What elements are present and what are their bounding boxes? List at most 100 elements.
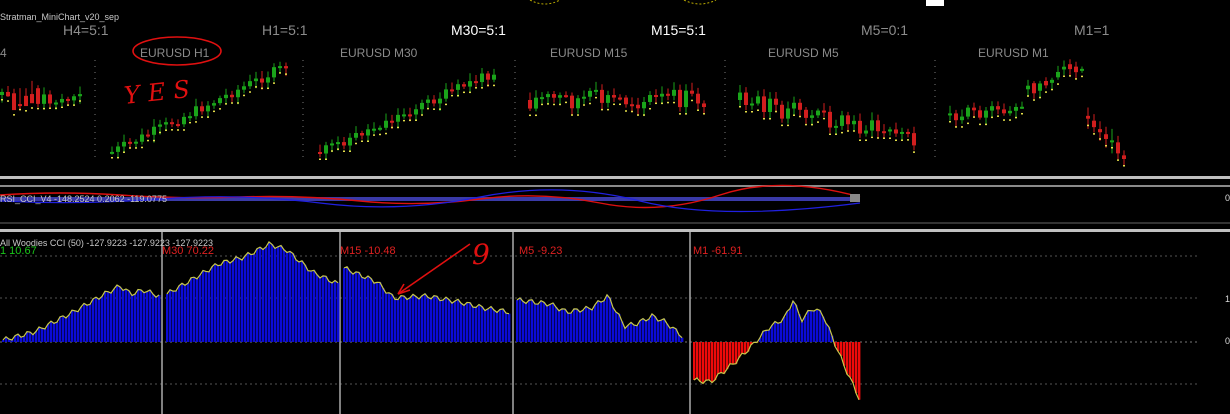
cci-m15-bar <box>409 297 412 342</box>
m30-dot <box>457 94 459 97</box>
cci-m30-bar <box>256 248 259 342</box>
cci-m15-bar <box>433 295 436 342</box>
timeframe-m30: M30=5:1 <box>451 22 506 38</box>
m5-dot <box>817 121 819 123</box>
cci-m1-bar <box>777 323 780 342</box>
cci-m15-bar <box>376 282 379 342</box>
cci-m1-bar <box>774 321 777 342</box>
cci-m1-bar <box>795 304 798 342</box>
cci-m5-bar <box>540 300 543 342</box>
m1-candle <box>1116 142 1120 154</box>
cci-m5-bar <box>648 319 651 342</box>
m5-candle <box>822 110 826 113</box>
m15-dot <box>565 101 567 104</box>
m5-dot <box>907 139 909 141</box>
m1-candle <box>1110 140 1114 143</box>
m5-candle <box>774 98 778 105</box>
cci-m30-bar <box>181 283 184 342</box>
m30-dot <box>349 150 351 152</box>
cci-m1-bar <box>819 310 822 342</box>
m30-dot <box>331 150 333 152</box>
m1-candle <box>1086 115 1090 119</box>
m5-dot <box>865 139 867 142</box>
m1-candle <box>1080 68 1084 71</box>
h4-dot <box>49 107 51 109</box>
m5-dot <box>739 106 741 108</box>
cci-h1-bar <box>35 331 38 342</box>
cci-m15-bar <box>463 305 466 342</box>
m30-dot <box>415 119 417 121</box>
cci-m15-bar <box>373 283 376 342</box>
m30-candle <box>486 73 490 80</box>
annotation-arrow-head <box>397 283 411 295</box>
cci-m15-bar <box>349 271 352 342</box>
cci-m1-bar <box>828 327 831 342</box>
cci-m30-bar <box>265 246 268 342</box>
cci-m5-bar <box>609 298 612 342</box>
cci-m30-bar <box>202 270 205 342</box>
cci-m30-bar <box>178 285 181 342</box>
cci-m30-bar <box>226 260 229 342</box>
m30-candle <box>336 142 340 145</box>
cci-m30-bar <box>238 258 241 342</box>
cci-m30-bar <box>205 271 208 342</box>
cci-h1-bar <box>128 290 131 342</box>
cci-h1-bar <box>158 294 161 342</box>
cci-h1-bar <box>62 315 65 342</box>
m30-candle <box>420 102 424 110</box>
m30-candle <box>366 129 370 136</box>
cci-m1-bar <box>813 310 816 342</box>
cci-m15-bar <box>400 295 403 342</box>
m15-dot <box>553 103 555 106</box>
cci-m30-bar <box>211 266 214 342</box>
m5-candle <box>888 129 892 132</box>
m30-candle <box>372 128 376 131</box>
m30-dot <box>337 148 339 150</box>
cci-m1-bar <box>849 342 852 378</box>
m15-dot <box>571 114 573 116</box>
h1-candle <box>182 116 186 125</box>
m15-candle <box>528 100 532 109</box>
cci-m5-bar <box>615 312 618 342</box>
m5-dot <box>829 133 831 136</box>
h4-candle <box>54 102 58 105</box>
m5-dot <box>877 137 879 139</box>
cci-m5-bar <box>564 309 567 342</box>
cci-m5-bar <box>651 313 654 342</box>
cci-m5-bar <box>630 322 633 342</box>
cci-h1-bar <box>113 288 116 342</box>
m15-candle <box>588 90 592 97</box>
m30-candle <box>462 84 466 87</box>
cci-m1-bar <box>735 342 738 364</box>
cci-m30-bar <box>220 265 223 342</box>
top-marker <box>926 0 944 6</box>
cci-m30-bar <box>262 249 265 342</box>
m15-candle <box>546 94 550 98</box>
m5-candle <box>762 96 766 113</box>
panel-separator <box>0 176 1230 179</box>
cci-h1-bar <box>14 335 17 342</box>
h1-dot <box>285 73 287 75</box>
h1-candle <box>122 141 126 147</box>
cci-m15-bar <box>343 268 346 342</box>
m15-dot <box>619 103 621 106</box>
symbol-m5: EURUSD M5 <box>768 46 839 60</box>
cci-m30-bar <box>253 253 256 342</box>
m5-dot <box>811 123 813 126</box>
h1-dot <box>153 139 155 142</box>
cci-m5-bar <box>603 300 606 342</box>
h1-candle <box>170 122 174 125</box>
cci-m30-bar <box>280 245 283 342</box>
m5-dot <box>781 124 783 127</box>
cci-m5-bar <box>597 300 600 342</box>
m1-dot <box>991 116 993 119</box>
m30-dot <box>409 119 411 121</box>
m30-candle <box>318 152 322 154</box>
rsi-gray-band-top <box>0 185 1230 187</box>
cci-h1-line <box>2 284 160 341</box>
h1-candle <box>224 94 228 99</box>
m30-dot <box>361 140 363 142</box>
symbol-h1: EURUSD H1 <box>140 46 210 60</box>
m15-dot <box>631 110 633 113</box>
m30-candle <box>492 74 496 80</box>
